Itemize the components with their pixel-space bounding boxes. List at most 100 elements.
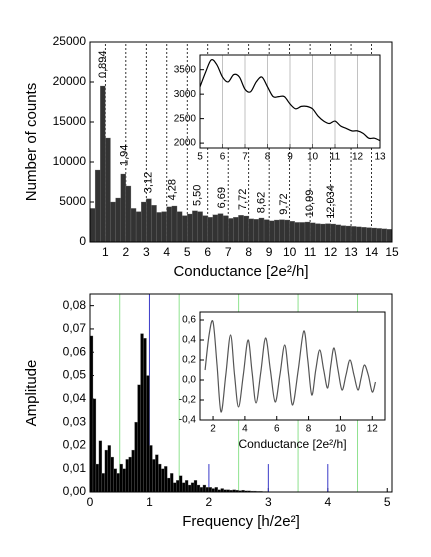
x-tick-label: 12: [324, 245, 338, 259]
bar: [116, 473, 120, 493]
bar: [140, 333, 144, 493]
y-tick-label: 10000: [53, 154, 87, 168]
bar: [131, 449, 135, 493]
x-tick-label: 4: [163, 245, 170, 259]
bar: [105, 137, 111, 243]
y-tick-label: 3000: [174, 89, 197, 100]
bar: [101, 473, 106, 493]
peak-label: 7,72: [237, 189, 249, 210]
bar: [320, 223, 326, 243]
y-tick-label: 0,03: [63, 414, 87, 428]
bar: [248, 218, 254, 243]
bar: [167, 477, 171, 493]
x-tick-label: 8: [245, 245, 252, 259]
bar: [238, 215, 244, 243]
x-tick-label: 8: [306, 424, 312, 435]
y-tick-label: 25000: [53, 34, 87, 48]
bar: [113, 468, 117, 493]
bar: [356, 226, 362, 243]
x-tick-label: 10: [335, 424, 347, 435]
bar: [258, 217, 265, 243]
bar: [371, 227, 377, 243]
peak-label: 10,99: [304, 190, 316, 218]
line: [199, 59, 381, 142]
x-tick-label: 6: [204, 245, 211, 259]
bar: [130, 208, 137, 243]
x-tick-label: 6: [220, 152, 226, 163]
bar: [366, 227, 372, 243]
bar: [187, 484, 192, 493]
x-tick-label: 4: [242, 424, 248, 435]
y-tick-label: 0,2: [182, 355, 196, 366]
x-tick-label: 13: [344, 245, 358, 259]
bar: [151, 205, 157, 243]
bar: [170, 473, 174, 493]
bar: [376, 228, 382, 243]
y-tick-label: 5000: [59, 194, 86, 208]
bar: [125, 459, 129, 493]
bar: [299, 222, 306, 243]
bar: [161, 211, 167, 243]
x-tick-label: 11: [330, 152, 341, 163]
bar: [192, 210, 198, 243]
bar: [228, 218, 234, 243]
peak-label: 5,50: [191, 185, 203, 206]
bar: [176, 480, 180, 493]
bar: [263, 219, 270, 243]
x-tick-label: 9: [266, 245, 273, 259]
bar: [164, 466, 168, 493]
bar: [120, 173, 126, 243]
peak-label: 0,894: [97, 50, 109, 78]
plot-frame: [89, 293, 393, 493]
peak-label: 12,034: [325, 185, 337, 219]
bar: [92, 398, 97, 493]
y-tick-label: 2000: [174, 138, 197, 149]
plot-frame: [89, 41, 393, 243]
x-axis-label: Frequency [h/2e²]: [182, 513, 300, 530]
y-tick-label: 0,0: [182, 375, 196, 386]
bar: [143, 338, 147, 493]
bar: [211, 488, 215, 493]
bar: [141, 201, 147, 243]
x-tick-label: 1: [102, 245, 109, 259]
bar: [193, 480, 198, 493]
bar: [173, 482, 177, 493]
x-tick-label: 5: [384, 495, 391, 509]
x-tick-label: 2: [210, 424, 216, 435]
x-tick-label: 4: [324, 495, 331, 509]
bar: [125, 185, 132, 243]
y-tick-label: 0,07: [63, 321, 87, 335]
y-tick-label: 0,01: [63, 461, 87, 475]
bar: [220, 488, 224, 493]
bar: [122, 468, 126, 493]
bar: [187, 213, 193, 243]
y-tick-label: 2500: [174, 113, 197, 124]
bar: [100, 85, 106, 243]
bar: [233, 217, 239, 243]
bar: [152, 459, 156, 493]
peak-label: 4,28: [166, 179, 178, 200]
bar: [179, 475, 183, 493]
bar: [304, 221, 311, 243]
y-axis-label: Amplitude: [23, 360, 40, 427]
bar: [135, 211, 142, 243]
y-tick-label: -0,2: [179, 395, 197, 406]
bar: [350, 226, 357, 243]
bar: [197, 211, 203, 243]
x-tick-label: 5: [197, 152, 203, 163]
x-tick-label: 3: [143, 245, 150, 259]
bar: [181, 215, 188, 243]
bar: [340, 225, 347, 243]
bar: [146, 375, 150, 493]
plot-frame: [199, 54, 381, 149]
x-tick-label: 12: [367, 424, 379, 435]
y-tick-label: 15000: [53, 114, 87, 128]
bar: [107, 445, 111, 493]
x-tick-label: 8: [265, 152, 271, 163]
x-tick-label: 11: [304, 245, 317, 259]
x-tick-label: 7: [225, 245, 232, 259]
bar: [202, 215, 208, 243]
bar: [212, 214, 219, 243]
bar: [199, 487, 204, 493]
bar: [315, 223, 321, 243]
